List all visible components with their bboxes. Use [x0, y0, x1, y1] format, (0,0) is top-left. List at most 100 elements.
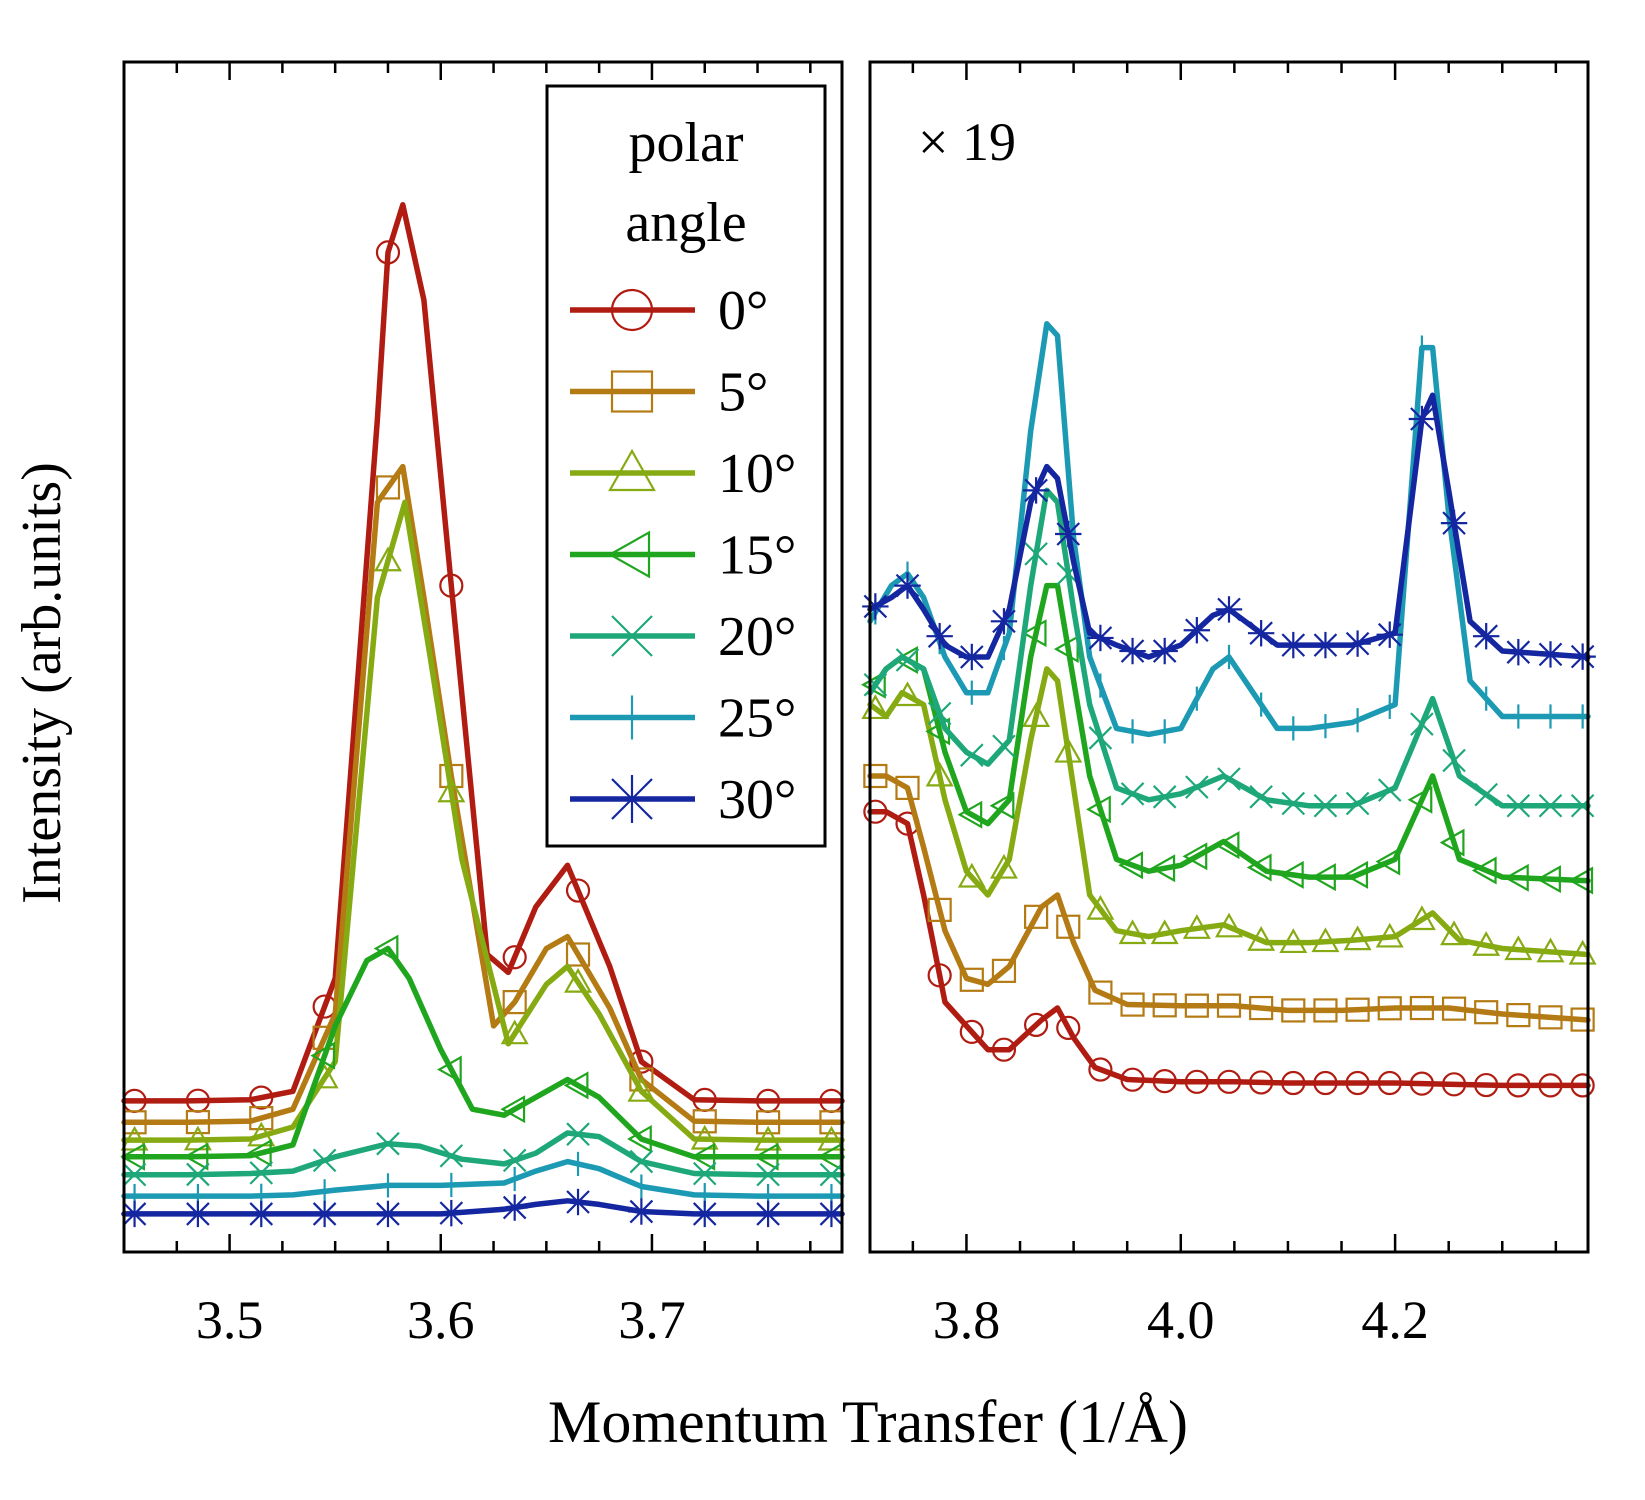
left-marker-4: [756, 1162, 780, 1187]
right-marker-4: [863, 672, 888, 697]
legend-marker: [607, 530, 651, 579]
legend-label: 0°: [718, 280, 768, 342]
left-marker-4: [122, 1162, 147, 1187]
left-series-line-4: [121, 1130, 845, 1178]
left-marker-1: [692, 1109, 717, 1134]
right-series-line-1: [867, 773, 1591, 1023]
left-marker-0: [439, 573, 464, 598]
right-marker-6: [1472, 622, 1500, 650]
left-marker-6: [501, 1194, 528, 1221]
legend-label: 30°: [718, 769, 796, 831]
right-marker-0: [1281, 1070, 1306, 1096]
right-marker-1: [1474, 1000, 1499, 1025]
right-marker-3: [1568, 866, 1594, 895]
right-marker-2: [1536, 937, 1565, 963]
right-marker-2: [1472, 931, 1501, 956]
left-marker-2: [437, 777, 466, 803]
right-marker-2: [925, 761, 954, 787]
right-marker-4: [1313, 793, 1338, 818]
left-marker-1: [249, 1106, 274, 1131]
right-marker-0: [1152, 1069, 1177, 1094]
right-marker-4: [1249, 785, 1273, 809]
right-axes-frame: [868, 60, 1590, 1254]
right-marker-2: [1182, 914, 1211, 939]
right-marker-1: [1024, 904, 1049, 929]
right-series-line-3: [867, 582, 1591, 884]
left-marker-6: [754, 1200, 782, 1228]
right-marker-1: [863, 763, 888, 789]
right-marker-2: [1022, 702, 1051, 727]
legend-marker: [608, 448, 656, 492]
right-marker-4: [1442, 748, 1466, 773]
legend-title-line1: polar: [628, 112, 743, 174]
right-marker-4: [1570, 793, 1595, 818]
left-series-line-6: [121, 1198, 845, 1217]
left-marker-4: [566, 1122, 590, 1146]
right-marker-0: [1538, 1073, 1563, 1098]
right-marker-6: [1280, 631, 1307, 659]
left-marker-6: [374, 1200, 402, 1228]
left-marker-2: [500, 1019, 529, 1045]
right-marker-2: [1375, 922, 1404, 948]
legend-label: 20°: [718, 606, 796, 668]
right-marker-0: [991, 1037, 1017, 1062]
right-series-2: [861, 666, 1597, 965]
right-marker-1: [1570, 1007, 1595, 1032]
left-marker-0: [375, 240, 401, 265]
left-marker-0: [502, 945, 527, 970]
left-marker-1: [565, 942, 591, 967]
right-marker-6: [1119, 637, 1146, 665]
right-marker-6: [1344, 630, 1371, 657]
right-marker-2: [1086, 894, 1115, 920]
legend-label: 5°: [718, 362, 768, 424]
right-marker-4: [1088, 726, 1113, 750]
right-series-line-6: [867, 392, 1591, 660]
right-marker-1: [1345, 997, 1370, 1022]
right-marker-4: [1152, 785, 1177, 809]
right-marker-3: [1471, 856, 1497, 885]
right-marker-1: [1409, 995, 1434, 1021]
right-marker-6: [1312, 631, 1339, 659]
right-marker-6: [894, 572, 921, 599]
right-tick-label: 3.8: [933, 1290, 1001, 1350]
left-marker-3: [436, 1055, 462, 1084]
right-marker-6: [1376, 621, 1403, 648]
left-series-line-0: [121, 202, 845, 1104]
right-marker-4: [1410, 712, 1434, 736]
right-marker-1: [1152, 993, 1177, 1018]
left-marker-1: [375, 475, 401, 500]
right-marker-1: [959, 967, 984, 992]
right-marker-0: [1345, 1070, 1370, 1096]
left-marker-3: [690, 1142, 716, 1171]
left-marker-2: [690, 1124, 719, 1150]
left-marker-2: [564, 967, 593, 993]
left-series-0: [121, 202, 845, 1113]
right-marker-4: [895, 648, 920, 672]
right-marker-0: [1184, 1069, 1209, 1094]
right-marker-1: [1088, 980, 1113, 1005]
left-marker-3: [500, 1095, 526, 1124]
right-marker-1: [1281, 998, 1306, 1023]
left-marker-6: [121, 1200, 148, 1228]
left-series-2: [120, 499, 846, 1151]
scale-factor-label: × 19: [918, 112, 1016, 172]
right-marker-6: [1215, 596, 1243, 623]
right-marker-1: [1249, 995, 1274, 1021]
right-series-group: [861, 321, 1597, 1098]
right-ticks: 3.8 4.0 4.2: [911, 62, 1558, 1350]
legend-label: 15°: [718, 525, 796, 587]
right-marker-6: [1183, 617, 1211, 644]
right-marker-4: [960, 743, 984, 767]
right-marker-2: [1118, 919, 1147, 945]
legend-title-line2: angle: [625, 192, 746, 254]
right-marker-1: [991, 958, 1017, 983]
right-marker-6: [1151, 637, 1178, 665]
right-tick-label: 4.0: [1147, 1290, 1215, 1350]
right-marker-4: [1217, 767, 1241, 791]
right-marker-6: [1087, 624, 1114, 652]
right-series-3: [861, 582, 1594, 895]
right-marker-0: [1506, 1073, 1531, 1098]
right-series-1: [863, 763, 1595, 1032]
left-marker-4: [186, 1162, 210, 1187]
left-marker-1: [185, 1109, 211, 1135]
